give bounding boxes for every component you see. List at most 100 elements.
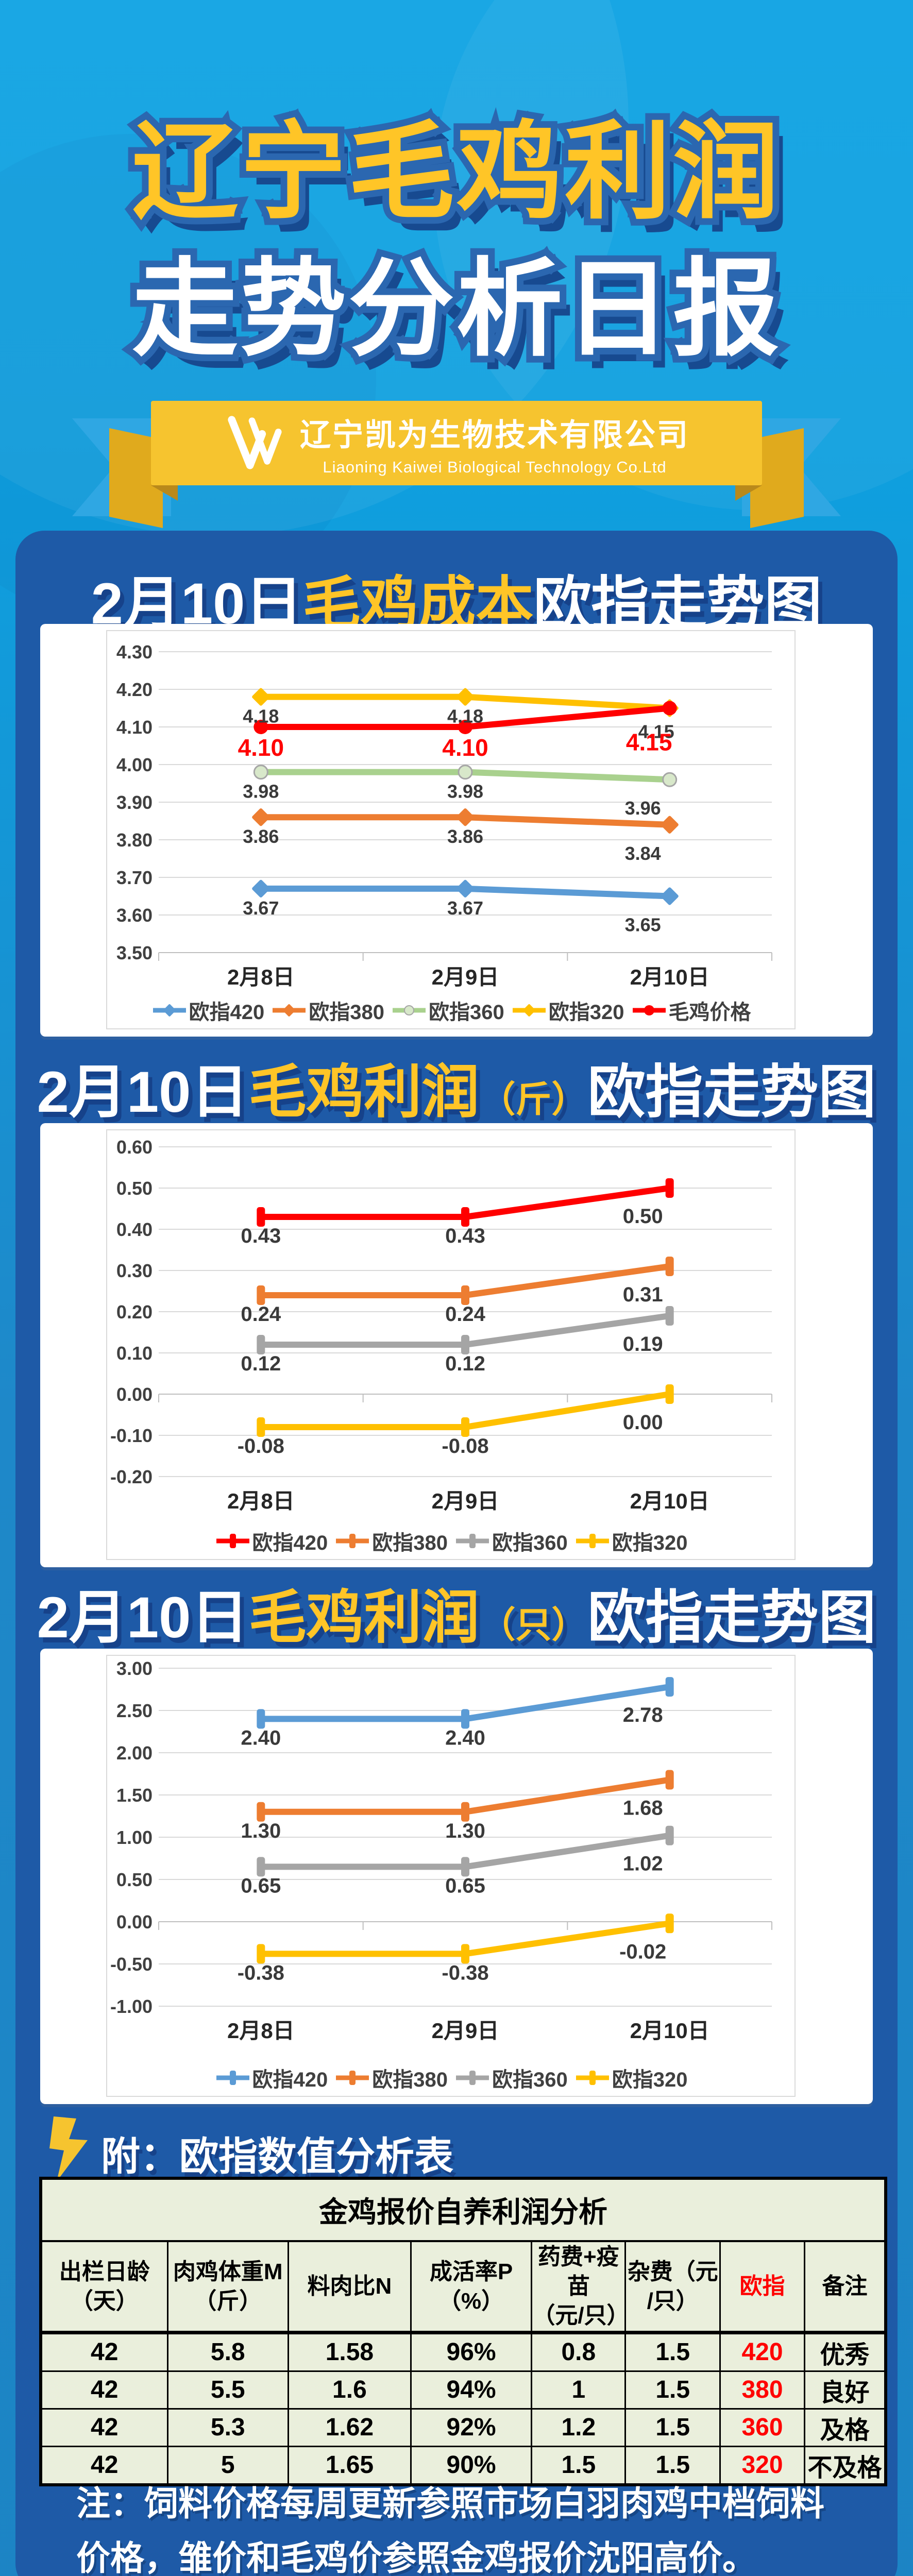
data-point-marker	[665, 1677, 674, 1697]
y-axis-tick-label: 3.90	[116, 792, 153, 813]
data-label: -0.08	[442, 1435, 488, 1458]
legend-item: 欧指360	[454, 1526, 568, 1556]
y-axis-tick-label: -0.50	[110, 1954, 153, 1975]
legend-marker-icon	[456, 1534, 489, 1548]
company-text-block: 辽宁凯为生物技术有限公司 Liaoning Kaiwei Biological …	[300, 410, 689, 477]
data-point-marker	[257, 1944, 265, 1964]
legend-item: 欧指420	[214, 1526, 328, 1556]
legend-marker-icon	[632, 1005, 666, 1015]
table-header-cell: 料肉比N	[288, 2240, 412, 2334]
table-cell: 320	[719, 2445, 806, 2486]
data-label: 3.86	[243, 826, 279, 847]
legend-marker-icon	[216, 1534, 249, 1548]
legend-marker-icon	[393, 1005, 426, 1015]
y-axis-tick-label: 4.30	[116, 641, 153, 663]
x-axis-category-label: 2月10日	[630, 2019, 709, 2043]
table-cell: 380	[719, 2370, 806, 2410]
legend-marker-icon	[456, 2071, 489, 2085]
table-cell: 42	[40, 2331, 168, 2372]
company-name-en: Liaoning Kaiwei Biological Technology Co…	[323, 457, 667, 476]
section3-title: 2月10日毛鸡利润（只）欧指走势图	[0, 1589, 913, 1647]
chart-plot-2: 3.00 2.50 2.00 1.50 1.00 0.50 0.00 -0.50 -1.00 2月…	[110, 1658, 772, 2043]
data-label: -0.08	[238, 1435, 284, 1458]
legend-label: 欧指380	[372, 1532, 448, 1554]
table-cell: 5.8	[166, 2331, 290, 2372]
main-title-line2: 走势分析日报 走势分析日报	[0, 247, 913, 372]
y-axis-tick-label: 0.50	[116, 1178, 153, 1199]
legend-label: 欧指380	[309, 1001, 384, 1024]
legend-label: 欧指360	[492, 2069, 568, 2091]
table-cell: 1.5	[624, 2370, 721, 2410]
table-cell: 1.5	[624, 2445, 721, 2486]
data-point-marker	[461, 1207, 469, 1227]
table-header-cell: 出栏日龄 （天）	[40, 2240, 168, 2334]
data-point-marker	[461, 1335, 469, 1354]
section1-title-suffix: 欧指走势图	[533, 571, 822, 636]
data-label: -0.02	[619, 1940, 666, 1963]
table-row: 42 5.3 1.62 92% 1.2 1.5 360 及格	[40, 2408, 887, 2447]
legend-label: 欧指320	[612, 2069, 688, 2091]
y-axis-tick-label: -0.10	[110, 1425, 153, 1446]
data-point-marker	[252, 879, 270, 898]
data-label: 1.02	[623, 1853, 663, 1875]
table-row: 42 5.5 1.6 94% 1 1.5 380 良好	[40, 2370, 887, 2410]
legend-item: 欧指380	[270, 995, 384, 1025]
data-point-marker	[662, 701, 677, 716]
section1-title-prefix: 2月10日	[91, 571, 303, 636]
analysis-header-row: 附：欧指数值分析表	[0, 2112, 913, 2190]
data-point-marker	[665, 1257, 674, 1276]
y-axis-tick-label: 1.00	[116, 1827, 153, 1848]
y-axis-tick-label: 4.20	[116, 679, 153, 700]
y-axis-tick-label: 2.00	[116, 1742, 153, 1764]
table-cell: 及格	[804, 2408, 887, 2447]
data-label: 3.67	[243, 897, 279, 919]
data-label: 0.24	[445, 1303, 486, 1326]
main-title-line1-text: 辽宁毛鸡利润	[131, 113, 781, 231]
y-axis-tick-label: 3.60	[116, 905, 153, 926]
legend-label: 欧指380	[372, 2069, 448, 2091]
table-cell: 1.58	[288, 2331, 412, 2372]
chart-profit-zhi: 3.00 2.50 2.00 1.50 1.00 0.50 0.00 -0.50 -1.00 2月…	[106, 1655, 796, 2097]
legend-label: 欧指420	[189, 1001, 265, 1024]
section3-title-highlight: 毛鸡利润	[248, 1585, 480, 1650]
table-header-cell: 成活率P （%）	[410, 2240, 533, 2334]
table-cell: 360	[719, 2408, 806, 2447]
data-point-marker	[257, 1802, 265, 1822]
chart-profit-jin: 0.60 0.50 0.40 0.30 0.20 0.10 0.00 -0.10 -0.20 2月…	[106, 1129, 796, 1560]
data-label: 1.30	[445, 1820, 485, 1842]
table-cell: 94%	[410, 2370, 533, 2410]
table-header-cell: 药费+疫苗 （元/只）	[531, 2240, 630, 2334]
note-line2: 价格，雏价和毛鸡价参照金鸡报价沈阳高价。	[76, 2539, 756, 2576]
legend-item: 欧指360	[454, 2063, 568, 2093]
data-label: 1.68	[623, 1797, 663, 1819]
y-axis-tick-label: 4.00	[116, 754, 153, 775]
data-label: 3.67	[447, 897, 483, 919]
data-point-marker	[661, 816, 679, 834]
chart-plot-0: 4.30 4.20 4.10 4.00 3.90 3.80 3.70 3.60 3.50 2月8日…	[116, 641, 772, 989]
x-axis-category-label: 2月10日	[630, 965, 709, 989]
data-label: 3.98	[243, 781, 279, 802]
legend-item: 欧指420	[214, 2063, 328, 2093]
data-label: 0.65	[445, 1874, 485, 1897]
table-cell: 1.65	[288, 2445, 412, 2486]
y-axis-tick-label: 0.00	[116, 1911, 153, 1933]
table-title: 金鸡报价自养利润分析	[40, 2177, 887, 2242]
table-cell: 1	[531, 2370, 627, 2410]
table-cell: 5.5	[166, 2370, 290, 2410]
table-header-cell: 备注	[804, 2240, 887, 2334]
table-cell: 5.3	[166, 2408, 290, 2447]
chart-legend-2: 欧指420 欧指380 欧指360 欧指320	[107, 2060, 794, 2096]
legend-item: 欧指320	[574, 1526, 688, 1556]
y-axis-tick-label: 0.50	[116, 1869, 153, 1890]
data-point-marker	[665, 1825, 674, 1845]
data-label: 0.12	[445, 1352, 485, 1375]
section2-title-unit: （斤）	[479, 1079, 588, 1120]
y-axis-tick-label: 0.30	[116, 1260, 153, 1281]
table-cell: 1.2	[531, 2408, 627, 2447]
legend-item: 欧指380	[334, 2063, 448, 2093]
data-point-marker	[252, 688, 270, 706]
data-point-marker	[665, 1913, 674, 1934]
data-point-marker	[665, 1306, 674, 1326]
legend-label: 欧指360	[492, 1532, 568, 1554]
data-point-marker	[461, 1857, 469, 1877]
